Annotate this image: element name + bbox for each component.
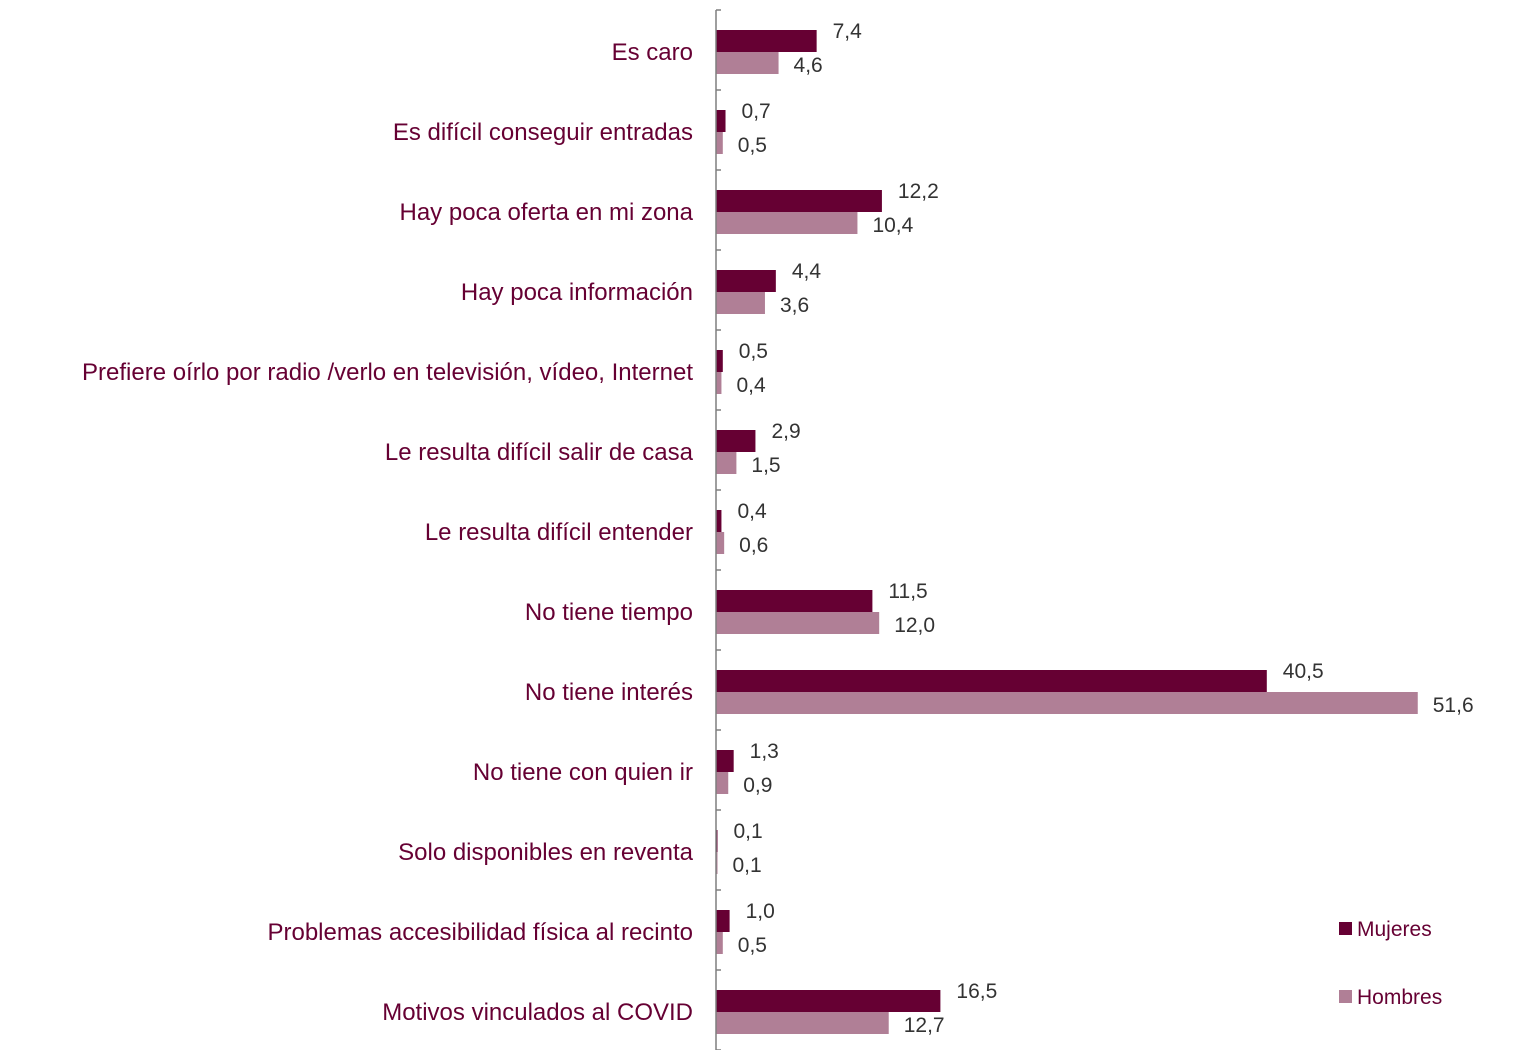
bar-mujeres bbox=[716, 430, 756, 452]
bar-hombres bbox=[716, 532, 725, 554]
bar-mujeres bbox=[716, 990, 941, 1012]
bar-mujeres bbox=[716, 910, 730, 932]
data-label-hombres: 0,4 bbox=[736, 374, 766, 397]
category-label: Problemas accesibilidad física al recint… bbox=[267, 919, 693, 946]
data-label-mujeres: 1,3 bbox=[750, 740, 779, 763]
bar-mujeres bbox=[716, 190, 882, 212]
category-label: Es difícil conseguir entradas bbox=[393, 119, 693, 146]
legend-swatch-mujeres bbox=[1339, 922, 1352, 935]
data-label-mujeres: 0,5 bbox=[739, 340, 768, 363]
category-label: Solo disponibles en reventa bbox=[398, 839, 694, 866]
bars bbox=[716, 30, 1418, 1034]
data-label-mujeres: 0,7 bbox=[742, 100, 771, 123]
data-label-hombres: 0,9 bbox=[743, 774, 772, 797]
data-label-hombres: 51,6 bbox=[1433, 694, 1474, 717]
data-label-mujeres: 7,4 bbox=[833, 20, 863, 43]
category-labels: Es caro Es difícil conseguir entradas Hay … bbox=[82, 39, 694, 1026]
legend: Mujeres Hombres bbox=[1339, 918, 1442, 1009]
data-label-hombres: 0,5 bbox=[738, 134, 767, 157]
category-label: Prefiere oírlo por radio /verlo en telev… bbox=[82, 359, 693, 386]
bar-mujeres bbox=[716, 270, 776, 292]
data-label-mujeres: 12,2 bbox=[898, 180, 939, 203]
data-labels: 7,44,60,70,512,210,44,43,60,50,42,91,50,… bbox=[733, 20, 1474, 1037]
data-label-mujeres: 2,9 bbox=[771, 420, 800, 443]
bar-hombres bbox=[716, 932, 723, 954]
category-label: Motivos vinculados al COVID bbox=[382, 999, 693, 1026]
category-label: Hay poca oferta en mi zona bbox=[400, 199, 694, 226]
data-label-hombres: 1,5 bbox=[751, 454, 780, 477]
data-label-mujeres: 16,5 bbox=[956, 980, 997, 1003]
legend-swatch-hombres bbox=[1339, 990, 1352, 1003]
data-label-hombres: 0,1 bbox=[733, 854, 762, 877]
bar-mujeres bbox=[716, 590, 873, 612]
bar-hombres bbox=[716, 52, 779, 74]
data-label-hombres: 3,6 bbox=[780, 294, 809, 317]
bar-mujeres bbox=[716, 750, 734, 772]
category-label: No tiene interés bbox=[525, 679, 693, 706]
bar-mujeres bbox=[716, 350, 723, 372]
bar-mujeres bbox=[716, 30, 817, 52]
bar-hombres bbox=[716, 372, 722, 394]
bar-mujeres bbox=[716, 110, 726, 132]
data-label-mujeres: 0,1 bbox=[734, 820, 763, 843]
data-label-mujeres: 40,5 bbox=[1283, 660, 1324, 683]
data-label-hombres: 12,0 bbox=[894, 614, 935, 637]
y-axis bbox=[715, 9, 721, 1050]
category-label: Le resulta difícil entender bbox=[425, 519, 693, 546]
data-label-hombres: 0,5 bbox=[738, 934, 767, 957]
data-label-hombres: 0,6 bbox=[739, 534, 768, 557]
bar-hombres bbox=[716, 132, 723, 154]
data-label-hombres: 12,7 bbox=[904, 1014, 945, 1037]
bar-hombres bbox=[716, 772, 729, 794]
data-label-mujeres: 0,4 bbox=[737, 500, 767, 523]
category-label: No tiene tiempo bbox=[525, 599, 693, 626]
category-label: Hay poca información bbox=[461, 279, 693, 306]
bar-hombres bbox=[716, 1012, 889, 1034]
bar-hombres bbox=[716, 692, 1418, 714]
data-label-mujeres: 1,0 bbox=[746, 900, 775, 923]
category-label: Es caro bbox=[612, 39, 693, 66]
data-label-hombres: 10,4 bbox=[872, 214, 913, 237]
data-label-hombres: 4,6 bbox=[794, 54, 823, 77]
bar-hombres bbox=[716, 212, 858, 234]
data-label-mujeres: 4,4 bbox=[792, 260, 822, 283]
bar-hombres bbox=[716, 452, 737, 474]
bar-mujeres bbox=[716, 510, 722, 532]
bar-hombres bbox=[716, 292, 765, 314]
category-label: Le resulta difícil salir de casa bbox=[385, 439, 694, 466]
data-label-mujeres: 11,5 bbox=[888, 580, 927, 603]
category-label: No tiene con quien ir bbox=[473, 759, 693, 786]
legend-label-hombres: Hombres bbox=[1357, 986, 1442, 1009]
legend-label-mujeres: Mujeres bbox=[1357, 918, 1432, 941]
bar-mujeres bbox=[716, 670, 1267, 692]
bar-hombres bbox=[716, 612, 880, 634]
